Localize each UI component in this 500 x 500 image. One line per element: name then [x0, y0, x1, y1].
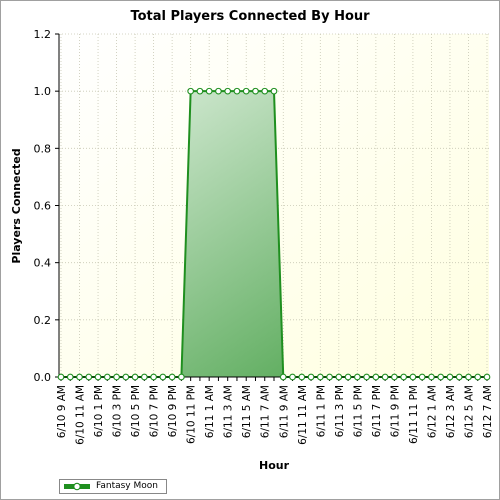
data-point [140, 373, 148, 381]
x-tick-label: 6/10 11 AM [75, 385, 87, 445]
y-axis-label: Players Connected [10, 148, 23, 263]
data-point [252, 87, 259, 95]
data-point [279, 373, 287, 381]
chart-title: Total Players Connected By Hour [130, 9, 370, 24]
data-point [215, 87, 222, 95]
data-point [344, 373, 352, 381]
legend-label: Fantasy Moon [96, 481, 158, 491]
data-point [270, 87, 278, 95]
data-point [298, 373, 306, 381]
data-point [363, 373, 370, 381]
x-tick-label: 6/11 3 PM [334, 385, 346, 437]
y-tick-label: 0.4 [34, 257, 52, 270]
data-point [94, 373, 102, 381]
data-point [85, 373, 93, 381]
data-point [76, 373, 83, 381]
data-point [113, 373, 120, 381]
data-point [381, 373, 389, 381]
y-tick-label: 0.8 [34, 142, 52, 155]
x-tick-label: 6/10 5 PM [130, 385, 142, 437]
data-point [131, 373, 139, 381]
x-tick-label: 6/11 9 AM [278, 385, 290, 438]
y-tick-label: 0.6 [34, 200, 52, 213]
data-point [103, 373, 111, 381]
data-point [335, 373, 343, 381]
y-tick-label: 1.0 [34, 85, 52, 98]
data-point [289, 373, 296, 381]
series-area-fill [61, 91, 487, 378]
data-point [150, 373, 157, 381]
x-tick-label: 6/10 11 PM [186, 385, 198, 444]
data-point [196, 87, 204, 95]
data-point [159, 373, 167, 381]
data-point [224, 87, 232, 95]
x-tick-label: 6/11 5 PM [352, 385, 364, 437]
x-tick-label: 6/12 1 AM [426, 385, 438, 438]
data-point [122, 373, 130, 381]
data-point [437, 373, 445, 381]
data-point [307, 373, 315, 381]
data-point [409, 373, 417, 381]
data-point [326, 373, 333, 381]
data-point [391, 373, 398, 381]
x-tick-labels: 6/10 9 AM 6/10 11 AM 6/10 1 PM 6/10 3 PM 6/1… [56, 385, 494, 445]
data-point [483, 373, 491, 381]
x-tick-label: 6/11 9 PM [389, 385, 401, 437]
data-point [233, 87, 241, 95]
x-tick-label: 6/10 1 PM [93, 385, 105, 437]
data-point [242, 87, 250, 95]
x-tick-label: 6/11 1 PM [315, 385, 327, 437]
data-point [57, 373, 65, 381]
legend-swatch-icon [64, 482, 90, 491]
data-point [372, 373, 380, 381]
data-point [205, 87, 213, 95]
data-point [316, 373, 324, 381]
x-tick-label: 6/10 7 PM [149, 385, 161, 437]
data-point [428, 373, 435, 381]
legend: Fantasy Moon [59, 479, 167, 494]
data-point [261, 87, 269, 95]
data-point [418, 373, 426, 381]
y-tick-label: 1.2 [34, 28, 52, 41]
y-tick-label: 0.0 [34, 371, 52, 384]
x-tick-label: 6/10 9 AM [56, 385, 68, 438]
data-point [168, 373, 176, 381]
data-point [187, 87, 195, 95]
x-tick-label: 6/11 11 PM [408, 385, 420, 444]
data-point [400, 373, 408, 381]
x-axis-label: Hour [259, 459, 290, 472]
series-markers [57, 87, 491, 381]
data-point [465, 373, 472, 381]
x-tick-label: 6/12 3 AM [445, 385, 457, 438]
y-tick-labels: 0.0 0.2 0.4 0.6 0.8 1.0 1.2 [34, 28, 52, 384]
x-tick-label: 6/11 5 AM [241, 385, 253, 438]
x-tick-label: 6/12 5 AM [463, 385, 475, 438]
x-tick-label: 6/12 7 AM [482, 385, 494, 438]
x-tick-label: 6/10 3 PM [112, 385, 124, 437]
data-point [353, 373, 361, 381]
x-tick-label: 6/10 9 PM [167, 385, 179, 437]
x-tick-label: 6/11 7 AM [260, 385, 272, 438]
data-point [455, 373, 463, 381]
y-tick-label: 0.2 [34, 314, 52, 327]
data-point [66, 373, 74, 381]
x-tick-label: 6/11 7 PM [371, 385, 383, 437]
x-tick-label: 6/11 3 AM [223, 385, 235, 438]
data-point [474, 373, 482, 381]
data-point [446, 373, 454, 381]
x-tick-label: 6/11 11 AM [297, 385, 309, 445]
data-point [178, 373, 185, 381]
x-tick-label: 6/11 1 AM [204, 385, 216, 438]
